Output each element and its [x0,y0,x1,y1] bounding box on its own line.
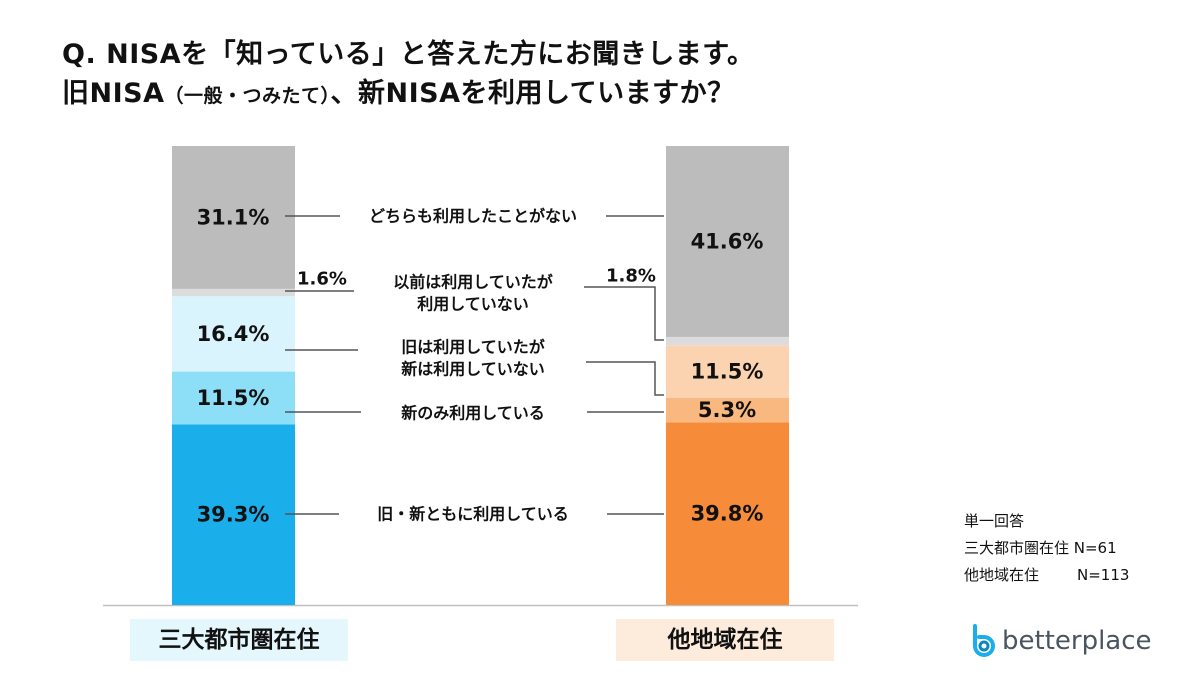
bar-segment [172,288,295,297]
chart-title-line2: 旧NISA（一般・つみたて）、新NISAを利用していますか？ [62,71,735,110]
sample-notes: 単一回答 三大都市圏在住 N=61 他地域在住 N=113 [964,508,1129,589]
category-label: 以前は利用していたが [393,273,553,292]
category-label: 旧は利用していたが [401,338,545,357]
betterplace-logo-icon [973,624,995,657]
note-sample-metro: 三大都市圏在住 N=61 [964,539,1117,557]
value-label-metro: 39.3% [197,503,270,527]
value-label-metro: 16.4% [197,322,270,346]
chart-title-line1: Q. NISAを「知っている」と答えた方にお聞きします。 [62,39,755,70]
leader-line [584,286,664,341]
value-label-other: 39.8% [691,502,764,526]
bar-segment [666,336,789,346]
value-label-other: 11.5% [691,360,764,384]
category-label: 利用していない [417,295,529,314]
brand-logo: betterplace [970,624,1152,658]
note-sample-other: 他地域在住 N=113 [964,566,1130,584]
title-line2-a: 旧NISA [62,78,165,109]
value-label-metro: 31.1% [197,205,270,229]
category-label: どちらも利用したことがない [369,207,577,226]
bar-segment [666,146,789,337]
bar-segment [172,424,295,605]
bar-segment [172,296,295,372]
title-line2-paren: （一般・つみたて） [164,85,331,107]
group-label-other: 他地域在住 [616,619,834,661]
bar-segment [666,397,789,423]
value-label-other: 5.3% [698,398,756,422]
brand-name: betterplace [1002,626,1152,656]
bar-segment [172,146,295,289]
value-label-other-small: 1.8% [606,266,656,287]
leader-line [586,361,664,396]
value-label-metro-small: 1.6% [297,269,347,290]
category-label: 新は利用していない [401,360,545,379]
bar-segment [666,345,789,398]
category-label: 新のみ利用している [401,404,545,423]
title-line2-b: 、新NISAを利用していますか？ [330,78,735,109]
bar-segment [172,371,295,425]
bar-segment [666,422,789,605]
value-label-other: 41.6% [691,229,764,253]
note-answer-type: 単一回答 [964,512,1025,530]
value-label-metro: 11.5% [197,386,270,410]
category-label: 旧・新ともに利用している [377,505,569,524]
group-label-metro: 三大都市圏在住 [130,619,348,661]
